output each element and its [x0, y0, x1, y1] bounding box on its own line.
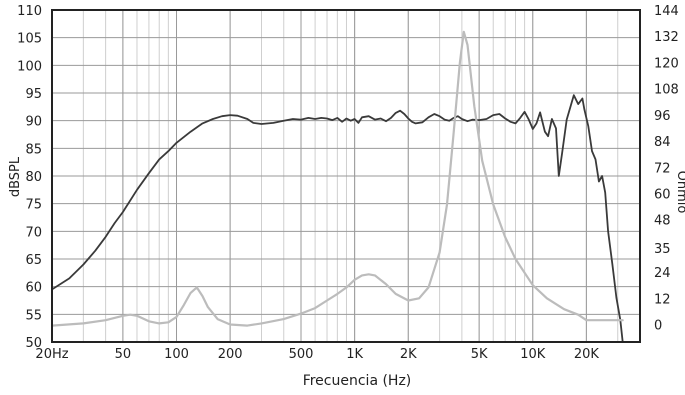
y-tick-label: 70: [25, 225, 42, 240]
y-tick-label-right: 48: [654, 214, 671, 229]
y-tick-label: 100: [17, 59, 42, 74]
y-axis-title-right: Ohmio: [674, 171, 685, 214]
series-layer: [52, 30, 624, 342]
x-tick-label: 50: [115, 347, 132, 362]
plot-frame: [51, 9, 641, 343]
y-tick-label: 95: [25, 87, 42, 102]
y-tick-label: 105: [17, 32, 42, 47]
x-tick-label: 20K: [574, 347, 600, 362]
y-tick-label-right: 96: [654, 109, 671, 124]
y-tick-label-right: 24: [654, 266, 671, 281]
x-tick-label: 10K: [520, 347, 546, 362]
y-tick-label: 85: [25, 142, 42, 157]
y-tick-label-right: 72: [654, 161, 671, 176]
y-tick-label-right: 0: [654, 319, 662, 334]
y-tick-label: 55: [25, 308, 42, 323]
x-tick-label: 2K: [400, 347, 417, 362]
y-tick-label: 75: [25, 198, 42, 213]
x-tick-label: 1K: [346, 347, 363, 362]
y-tick-label-right: 12: [654, 292, 671, 307]
x-tick-labels: 20Hz 50 100 200 500 1K 2K 5K 10K 20K: [35, 347, 599, 362]
y-tick-label: 80: [25, 170, 42, 185]
x-tick-label: 100: [164, 347, 189, 362]
y-tick-label: 65: [25, 253, 42, 268]
y-tick-label: 90: [25, 115, 42, 130]
y-tick-label-right: 108: [654, 83, 679, 98]
x-tick-label: 200: [218, 347, 243, 362]
y-tick-label-right: 35: [654, 242, 671, 257]
y-axis-title: dBSPL: [8, 156, 23, 197]
impedance-line: [52, 30, 624, 327]
y-tick-label: 60: [25, 281, 42, 296]
y-tick-label-right: 120: [654, 56, 679, 71]
x-tick-label: 500: [289, 347, 314, 362]
x-tick-label: 5K: [471, 347, 488, 362]
y-tick-label: 110: [17, 4, 42, 19]
x-tick-label: 20Hz: [35, 347, 68, 362]
y-tick-labels-left: 110 105 100 95 90 85 80 75 70 65 60 55 50: [17, 4, 42, 351]
y-tick-label-right: 132: [654, 30, 679, 45]
spl-response-line: [52, 94, 624, 342]
y-tick-label-right: 60: [654, 187, 671, 202]
y-tick-label: 50: [25, 336, 42, 351]
y-tick-label-right: 144: [654, 4, 679, 19]
y-tick-label-right: 84: [654, 135, 671, 150]
x-axis-title: Frecuencia (Hz): [303, 373, 412, 389]
